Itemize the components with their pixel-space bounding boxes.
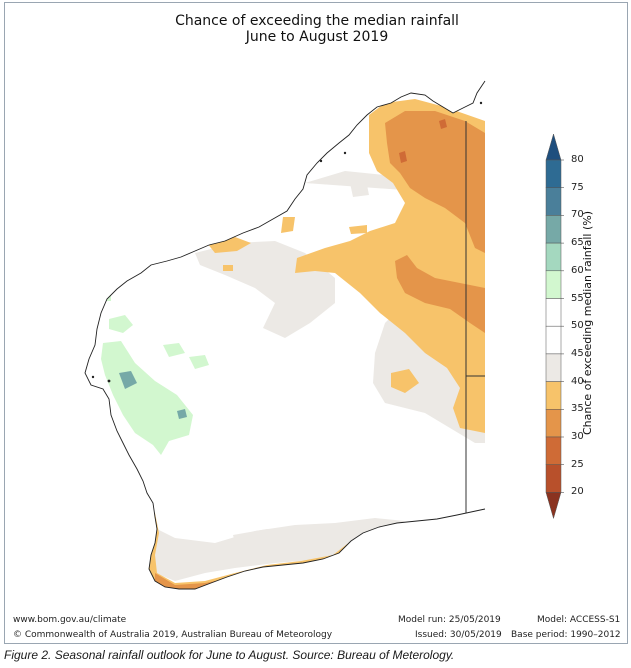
region-green-west	[101, 341, 193, 455]
region-grey-south-patch	[233, 529, 315, 555]
colorbar-band	[545, 381, 562, 410]
colorbar	[545, 133, 564, 520]
region-dark-spot	[399, 151, 407, 163]
region-green-patch1	[109, 315, 133, 333]
colorbar-band	[545, 353, 562, 382]
colorbar-band	[545, 270, 562, 299]
region-teal-spot	[119, 371, 137, 389]
colorbar-band	[545, 242, 562, 272]
figure-caption: Figure 2. Seasonal rainfall outlook for …	[4, 648, 455, 662]
island	[479, 101, 483, 105]
colorbar-tick-label: 50	[571, 320, 584, 332]
colorbar-tick-label: 30	[571, 431, 584, 442]
colorbar-tick-label: 75	[571, 181, 584, 193]
region-orange-kimberley	[385, 111, 485, 253]
region-grey-small	[350, 183, 369, 197]
colorbar-band	[545, 436, 562, 465]
region-orange-band	[395, 255, 485, 333]
colorbar-tick-label: 65	[571, 237, 584, 249]
region-green-patch2	[163, 343, 185, 357]
colorbar-tick-label: 40	[571, 375, 584, 387]
colorbar-tick-label: 55	[571, 292, 584, 304]
map-title: Chance of exceeding the median rainfall …	[5, 13, 629, 45]
footer-copyright: © Commonwealth of Australia 2019, Austra…	[13, 630, 333, 640]
colorbar-band	[545, 464, 562, 493]
region-light-orange-patch3	[281, 217, 295, 233]
colorbar-tick-label: 25	[571, 458, 584, 470]
region-green-patch3	[189, 355, 209, 369]
title-line-1: Chance of exceeding the median rainfall	[175, 13, 459, 29]
colorbar-tick-label: 60	[571, 264, 584, 276]
colorbar-band	[545, 325, 562, 355]
footer-url: www.bom.gov.au/climate	[13, 615, 127, 625]
island	[91, 375, 95, 379]
region-light-orange-patch4	[349, 225, 367, 234]
region-grey-north	[305, 171, 485, 443]
footer-base-period: Base period: 1990–2012	[511, 630, 621, 640]
colorbar-tick-label: 80	[571, 154, 584, 165]
footer-model-run: Model run: 25/05/2019	[398, 615, 501, 625]
colorbar-band	[545, 215, 562, 244]
region-light-orange-patch1	[391, 369, 419, 393]
island	[343, 151, 347, 155]
footer-model: Model: ACCESS-S1	[537, 615, 621, 625]
region-dark-spot-2	[439, 119, 447, 129]
region-orange-south-dark	[155, 551, 351, 589]
colorbar-top-arrow	[545, 133, 562, 161]
island	[319, 159, 323, 163]
title-line-2: June to August 2019	[245, 29, 389, 45]
colorbar-bottom-arrow	[545, 492, 562, 520]
colorbar-tick-label: 35	[571, 403, 584, 415]
figure-frame: Chance of exceeding the median rainfall …	[4, 2, 628, 644]
colorbar-band	[545, 298, 562, 327]
colorbar-band	[545, 159, 562, 188]
colorbar-band	[545, 409, 562, 438]
colorbar-tick-label: 70	[571, 209, 584, 221]
region-teal-spot-2	[177, 409, 187, 419]
colorbar-band	[545, 187, 562, 216]
coastline	[84, 80, 486, 590]
island	[107, 379, 111, 383]
colorbar-tick-label: 45	[571, 347, 584, 359]
rainfall-map	[84, 80, 564, 590]
colorbar-tick-label: 20	[571, 486, 584, 498]
footer-issued: Issued: 30/05/2019	[415, 630, 502, 640]
region-light-orange-patch5	[223, 265, 233, 271]
